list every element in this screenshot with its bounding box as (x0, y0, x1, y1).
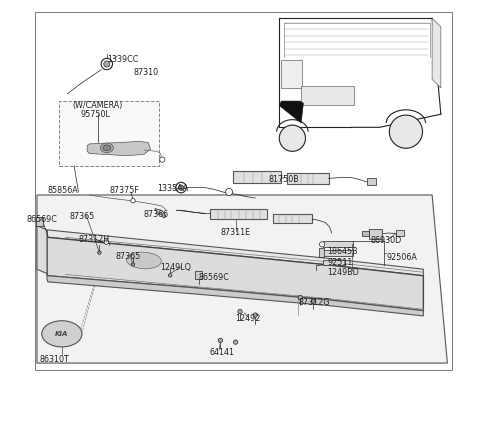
Bar (281, 60, 302, 88)
Circle shape (179, 185, 184, 190)
Circle shape (253, 313, 257, 317)
Bar (323, 250, 353, 256)
Bar (59, 101, 159, 166)
Circle shape (104, 240, 108, 244)
Ellipse shape (103, 145, 111, 151)
Text: 81750B: 81750B (268, 175, 299, 184)
Circle shape (168, 274, 172, 277)
Circle shape (320, 242, 324, 247)
Text: 87375F: 87375F (109, 186, 139, 195)
Circle shape (218, 338, 223, 343)
Polygon shape (279, 101, 303, 123)
Text: 64141: 64141 (209, 348, 234, 357)
Text: 1339CC: 1339CC (107, 55, 138, 64)
Polygon shape (432, 18, 441, 88)
Text: 87365: 87365 (70, 212, 95, 221)
Text: 18645B: 18645B (327, 247, 358, 256)
Bar (36, 217, 43, 226)
Polygon shape (47, 236, 423, 311)
Bar (301, 86, 353, 106)
Circle shape (176, 182, 186, 193)
Ellipse shape (42, 321, 82, 347)
Bar (396, 230, 404, 237)
Bar (323, 260, 345, 265)
Text: 87312H: 87312H (78, 235, 109, 244)
Text: 85856A: 85856A (48, 186, 79, 195)
Text: 87310: 87310 (133, 68, 158, 77)
Polygon shape (47, 230, 423, 276)
Text: 92511: 92511 (327, 258, 353, 267)
Text: KIA: KIA (55, 331, 69, 337)
Text: 95750L: 95750L (81, 110, 110, 119)
Text: 87311E: 87311E (220, 228, 251, 237)
Bar (323, 241, 353, 247)
Circle shape (311, 299, 315, 303)
Bar (367, 177, 376, 185)
Polygon shape (37, 195, 447, 363)
Text: 12492: 12492 (236, 314, 261, 323)
Polygon shape (155, 208, 166, 218)
Bar (233, 171, 281, 183)
Circle shape (298, 295, 302, 300)
Circle shape (279, 125, 305, 151)
Circle shape (238, 309, 242, 314)
Bar (210, 208, 267, 219)
Circle shape (160, 157, 165, 162)
Text: 87312G: 87312G (299, 298, 330, 307)
Bar (35, 12, 452, 370)
Text: 86930D: 86930D (371, 237, 402, 245)
Text: 1335AA: 1335AA (157, 184, 189, 193)
Text: 87365: 87365 (116, 251, 141, 261)
Bar (287, 173, 329, 184)
Bar (319, 248, 324, 258)
Polygon shape (37, 226, 47, 274)
Text: 1249BD: 1249BD (327, 268, 359, 277)
Circle shape (97, 251, 101, 254)
Text: 86310T: 86310T (39, 355, 69, 364)
Bar (369, 229, 382, 239)
Bar (195, 271, 202, 279)
Circle shape (226, 188, 233, 195)
Polygon shape (47, 274, 423, 316)
Circle shape (104, 61, 110, 67)
Ellipse shape (127, 252, 161, 269)
Bar (362, 231, 369, 237)
Circle shape (389, 115, 422, 148)
Text: 86569C: 86569C (26, 215, 57, 223)
Polygon shape (87, 141, 151, 155)
Text: 92506A: 92506A (386, 253, 417, 262)
Ellipse shape (100, 143, 113, 152)
Circle shape (101, 58, 112, 70)
Text: 86569C: 86569C (199, 273, 229, 283)
Circle shape (131, 198, 135, 203)
Text: (W/CAMERA): (W/CAMERA) (72, 101, 122, 110)
Circle shape (233, 340, 238, 344)
Circle shape (132, 263, 135, 266)
Text: 1249LQ: 1249LQ (160, 262, 192, 272)
Bar (273, 214, 312, 223)
Text: 87366: 87366 (143, 210, 168, 219)
